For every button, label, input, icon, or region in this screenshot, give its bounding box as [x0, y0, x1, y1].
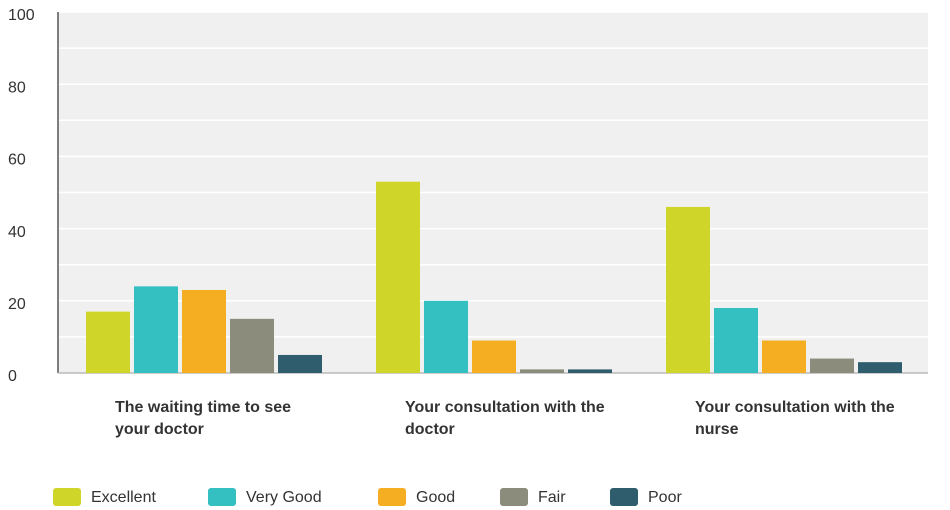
legend-label: Fair — [538, 489, 566, 506]
x-tick-label: Your consultation with the nurse — [695, 399, 895, 438]
bar — [278, 354, 322, 373]
x-tick-label: Your consultation with the doctor — [405, 399, 605, 438]
bar — [666, 206, 710, 373]
bar — [520, 369, 564, 373]
bar — [86, 311, 130, 373]
y-tick-label: 40 — [8, 224, 26, 241]
legend-swatch — [208, 488, 236, 506]
bar — [182, 289, 226, 373]
bar — [230, 318, 274, 373]
x-tick-label: The waiting time to see your doctor — [115, 399, 292, 438]
legend-label: Very Good — [246, 489, 322, 506]
bar — [858, 362, 902, 373]
y-tick-label: 100 — [8, 7, 35, 24]
y-tick-label: 0 — [8, 368, 17, 385]
bar — [762, 340, 806, 373]
bar — [472, 340, 516, 373]
legend-label: Good — [416, 489, 455, 506]
bar — [376, 181, 420, 373]
legend-swatch — [500, 488, 528, 506]
legend-swatch — [378, 488, 406, 506]
bar — [134, 286, 178, 373]
y-tick-label: 20 — [8, 296, 26, 313]
legend-swatch — [610, 488, 638, 506]
bar — [714, 308, 758, 373]
y-tick-label: 60 — [8, 152, 26, 169]
bar — [810, 358, 854, 373]
legend-label: Poor — [648, 489, 682, 506]
y-tick-label: 80 — [8, 79, 26, 96]
bar — [424, 300, 468, 373]
legend-swatch — [53, 488, 81, 506]
bar — [568, 369, 612, 373]
legend-label: Excellent — [91, 489, 156, 506]
